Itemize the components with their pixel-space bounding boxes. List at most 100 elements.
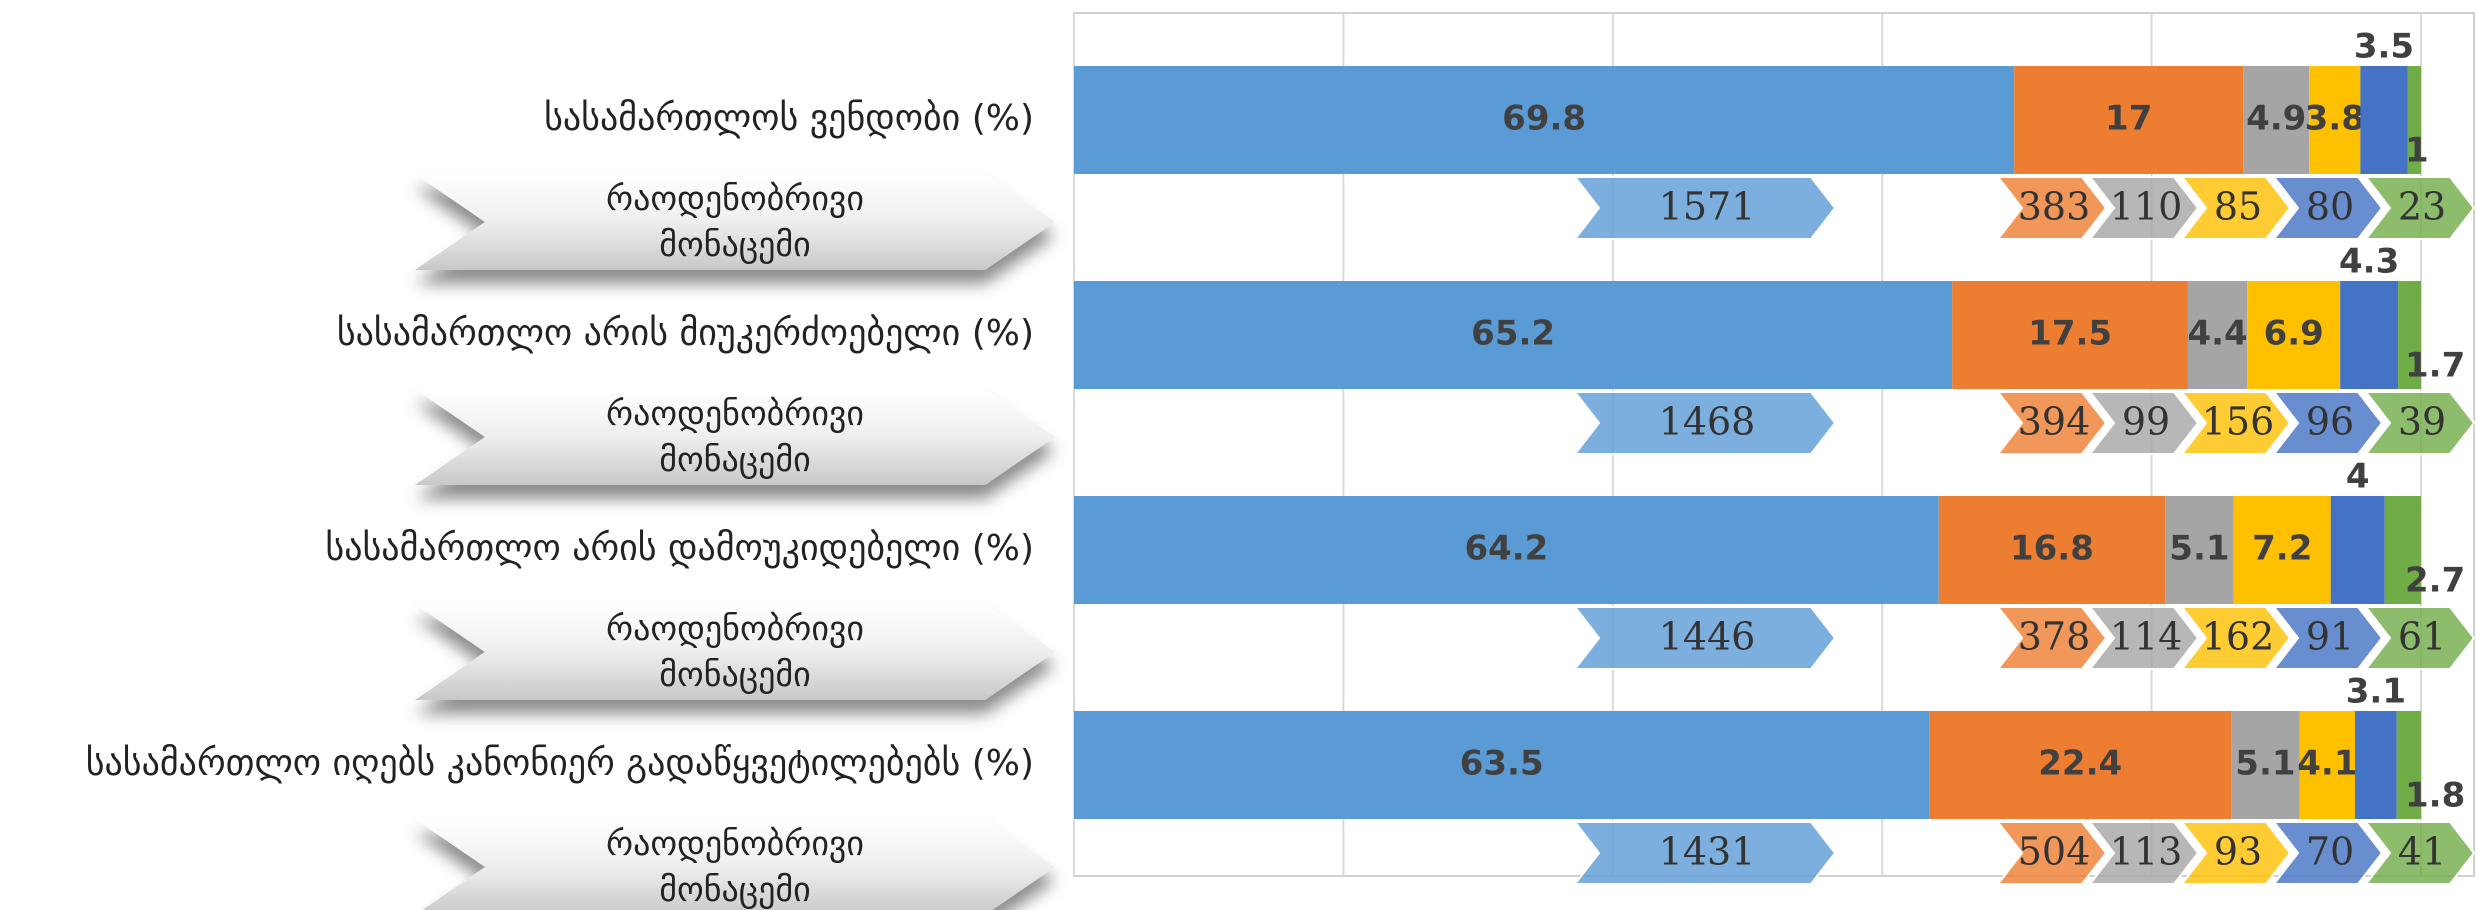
count-chevron	[1572, 176, 1837, 240]
count-chevron	[2179, 821, 2292, 885]
count-chevron	[2087, 821, 2200, 885]
bar-segment	[2384, 496, 2421, 604]
data-label: 6.9	[2264, 314, 2324, 354]
data-label: 4.4	[2187, 314, 2247, 354]
data-label: 22.4	[2038, 744, 2122, 784]
data-label: 16.8	[2010, 529, 2094, 569]
count-value: 1446	[1659, 615, 1756, 659]
data-label: 63.5	[1460, 744, 1544, 784]
category-label: სასამართლო არის მიუკერძოებელი (%)	[337, 313, 1034, 354]
count-label-shape	[415, 174, 1055, 270]
bar-segment	[2309, 66, 2361, 174]
bar-segment	[2165, 496, 2234, 604]
data-label: 3.5	[2354, 27, 2414, 67]
bar-segment	[2330, 496, 2385, 604]
data-label: 64.2	[1464, 529, 1548, 569]
count-chevron	[1572, 391, 1837, 455]
data-label: 17.5	[2028, 314, 2112, 354]
bar-segment	[2247, 281, 2341, 389]
bar-segment	[2340, 281, 2399, 389]
data-label: 2.7	[2405, 561, 2465, 601]
count-chevron	[2271, 176, 2384, 240]
count-value: 113	[2110, 830, 2183, 874]
count-value: 394	[2018, 400, 2091, 444]
count-chevron	[1572, 821, 1837, 885]
bar-segment	[2014, 66, 2244, 174]
data-label: 17	[2105, 99, 2152, 139]
count-label-shape	[415, 389, 1055, 485]
bar-segment	[1929, 711, 2232, 819]
bar-segment	[2299, 711, 2355, 819]
bar-segment	[2407, 66, 2421, 174]
bar-segment	[2243, 66, 2310, 174]
count-chevron	[1995, 176, 2108, 240]
count-chevron	[2363, 176, 2476, 240]
data-label: 4	[2346, 457, 2370, 497]
data-label: 7.2	[2252, 529, 2312, 569]
count-value: 93	[2214, 830, 2262, 874]
bar-segment	[1074, 711, 1930, 819]
count-value: 383	[2018, 185, 2091, 229]
data-label: 69.8	[1502, 99, 1586, 139]
count-chevron	[2271, 391, 2384, 455]
bar-segment	[2396, 711, 2421, 819]
count-value: 23	[2398, 185, 2446, 229]
data-label: 1.7	[2405, 346, 2465, 386]
data-label: 5.1	[2169, 529, 2229, 569]
bar-segment	[2360, 66, 2408, 174]
bar-segment	[1074, 496, 1939, 604]
bar-segment	[2398, 281, 2421, 389]
bar-segment	[1952, 281, 2188, 389]
data-label: 4.1	[2297, 744, 2357, 784]
count-value: 91	[2306, 615, 2354, 659]
count-label: რაოდენობრივი მონაცემი	[606, 179, 864, 265]
count-value: 1431	[1659, 830, 1756, 874]
count-chevron	[2087, 176, 2200, 240]
category-label: სასამართლო არის დამოუკიდებელი (%)	[325, 528, 1034, 569]
count-chevron	[2087, 606, 2200, 670]
bar-segment	[1938, 496, 2166, 604]
data-label: 3.1	[2346, 672, 2406, 712]
count-chevron	[1995, 391, 2108, 455]
data-label: 1.8	[2405, 776, 2465, 816]
count-chevron	[2271, 821, 2384, 885]
count-chevron	[2179, 176, 2292, 240]
count-chevron	[1995, 821, 2108, 885]
count-value: 114	[2110, 615, 2183, 659]
bar-segment	[2231, 711, 2300, 819]
count-label: რაოდენობრივი მონაცემი	[606, 824, 864, 910]
count-label: რაოდენობრივი მონაცემი	[606, 609, 864, 695]
count-chevron	[2363, 821, 2476, 885]
count-value: 504	[2018, 830, 2091, 874]
bar-segment	[2187, 281, 2248, 389]
count-chevron	[1995, 606, 2108, 670]
count-value: 41	[2398, 830, 2446, 874]
count-chevron	[2179, 391, 2292, 455]
count-chevron	[2363, 391, 2476, 455]
count-value: 96	[2306, 400, 2354, 444]
count-label-shape	[415, 819, 1055, 910]
data-label: 1	[2405, 131, 2429, 171]
count-chevron	[1572, 606, 1837, 670]
data-label: 4.9	[2246, 99, 2306, 139]
count-value: 80	[2306, 185, 2354, 229]
data-label: 5.1	[2235, 744, 2295, 784]
bar-segment	[2233, 496, 2331, 604]
count-chevron	[2363, 606, 2476, 670]
count-value: 1468	[1659, 400, 1756, 444]
count-value: 61	[2398, 615, 2446, 659]
data-label: 4.3	[2339, 242, 2399, 282]
count-value: 1571	[1659, 185, 1756, 229]
data-label: 3.8	[2305, 99, 2365, 139]
count-value: 162	[2202, 615, 2275, 659]
count-chevron	[2087, 391, 2200, 455]
count-label: რაოდენობრივი მონაცემი	[606, 394, 864, 480]
count-chevron	[2271, 606, 2384, 670]
count-value: 99	[2122, 400, 2170, 444]
bar-segment	[1074, 281, 1953, 389]
bar-segment	[1074, 66, 2015, 174]
data-label: 65.2	[1471, 314, 1555, 354]
count-value: 39	[2398, 400, 2446, 444]
